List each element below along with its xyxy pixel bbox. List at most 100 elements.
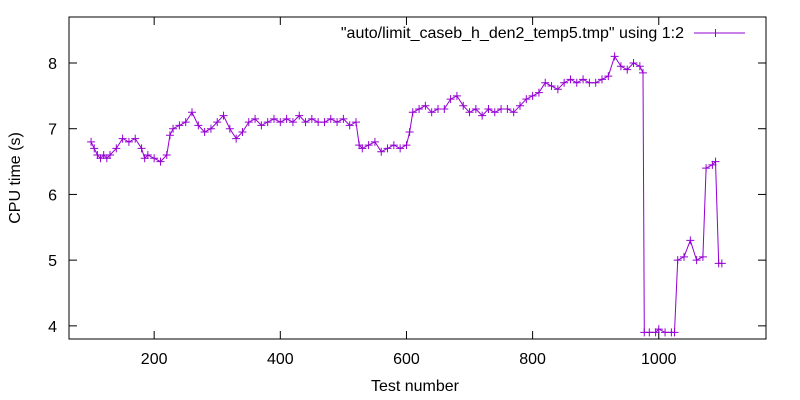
y-axis: 4 5 6 7 8 bbox=[48, 56, 766, 336]
data-point-marker bbox=[522, 95, 531, 104]
data-point-marker bbox=[702, 164, 711, 173]
data-point-marker bbox=[402, 141, 411, 150]
y-tick-label: 5 bbox=[48, 253, 57, 270]
data-point-marker bbox=[396, 144, 405, 153]
data-point-marker bbox=[175, 121, 184, 130]
data-point-marker bbox=[301, 118, 310, 127]
x-tick-label: 800 bbox=[519, 351, 546, 368]
data-point-marker bbox=[717, 259, 726, 268]
data-point-marker bbox=[326, 114, 335, 123]
data-point-marker bbox=[188, 108, 196, 117]
data-point-marker bbox=[566, 75, 575, 84]
series-layer bbox=[87, 52, 726, 337]
data-point-marker bbox=[572, 78, 581, 87]
data-point-marker bbox=[282, 114, 291, 123]
data-point-marker bbox=[238, 128, 247, 136]
data-point-marker bbox=[200, 128, 209, 136]
data-point-marker bbox=[465, 108, 474, 117]
x-tick-label: 600 bbox=[393, 351, 420, 368]
data-point-marker bbox=[528, 91, 537, 100]
data-point-marker bbox=[90, 144, 99, 153]
data-point-marker bbox=[389, 141, 398, 150]
data-point-marker bbox=[534, 88, 543, 97]
x-tick-label: 400 bbox=[267, 351, 294, 368]
data-point-marker bbox=[339, 114, 348, 123]
data-point-marker bbox=[194, 121, 203, 130]
data-point-marker bbox=[692, 256, 701, 265]
data-point-marker bbox=[415, 105, 424, 113]
y-tick-label: 7 bbox=[48, 122, 57, 139]
data-point-marker bbox=[698, 252, 707, 261]
data-point-marker bbox=[137, 144, 146, 153]
data-point-marker bbox=[639, 68, 647, 77]
data-point-marker bbox=[270, 114, 278, 123]
data-point-marker bbox=[484, 105, 493, 113]
data-point-marker bbox=[320, 118, 329, 127]
data-point-marker bbox=[169, 124, 178, 133]
series-line bbox=[90, 55, 722, 333]
x-axis: 200 400 600 800 1000 bbox=[141, 17, 677, 368]
data-point-marker bbox=[670, 328, 679, 337]
data-point-marker bbox=[405, 128, 414, 136]
data-point-marker bbox=[162, 151, 171, 159]
data-point-marker bbox=[452, 91, 461, 100]
legend-label: "auto/limit_caseb_h_den2_temp5.tmp" usin… bbox=[341, 25, 684, 42]
data-point-marker bbox=[106, 151, 114, 159]
data-point-marker bbox=[112, 144, 121, 153]
data-point-marker bbox=[421, 101, 430, 110]
data-point-marker bbox=[604, 72, 613, 81]
data-point-marker bbox=[307, 114, 316, 123]
data-point-marker bbox=[206, 124, 215, 133]
legend: "auto/limit_caseb_h_den2_temp5.tmp" usin… bbox=[341, 25, 745, 42]
data-point-marker bbox=[711, 157, 720, 166]
data-point-marker bbox=[295, 111, 304, 120]
data-point-marker bbox=[503, 105, 512, 113]
data-point-marker bbox=[408, 108, 417, 117]
data-point-marker bbox=[654, 325, 663, 334]
data-point-marker bbox=[257, 121, 266, 130]
data-point-marker bbox=[352, 118, 360, 127]
data-point-marker bbox=[440, 105, 449, 113]
data-point-marker bbox=[118, 134, 127, 143]
data-point-marker bbox=[131, 134, 140, 143]
data-point-marker bbox=[244, 118, 253, 127]
data-point-marker bbox=[541, 78, 550, 87]
x-tick-label: 1000 bbox=[641, 351, 677, 368]
data-point-marker bbox=[181, 118, 190, 127]
data-point-marker bbox=[276, 118, 285, 127]
data-point-marker bbox=[680, 252, 688, 261]
data-point-marker bbox=[635, 62, 644, 71]
data-point-marker bbox=[358, 144, 367, 153]
data-point-marker bbox=[673, 256, 682, 265]
data-point-marker bbox=[560, 78, 569, 87]
y-tick-label: 6 bbox=[48, 187, 57, 204]
data-point-marker bbox=[478, 111, 487, 120]
data-point-marker bbox=[124, 137, 133, 146]
data-point-marker bbox=[623, 65, 632, 74]
data-point-marker bbox=[547, 82, 556, 90]
data-point-marker bbox=[364, 141, 373, 150]
data-point-marker bbox=[87, 137, 96, 146]
data-point-marker bbox=[377, 147, 386, 156]
data-point-marker bbox=[686, 236, 695, 245]
x-tick-label: 200 bbox=[141, 351, 168, 368]
data-point-marker bbox=[516, 101, 524, 110]
data-point-marker bbox=[263, 118, 272, 127]
y-tick-label: 4 bbox=[48, 319, 57, 336]
data-point-marker bbox=[165, 131, 174, 140]
data-point-marker bbox=[150, 154, 159, 163]
data-point-marker bbox=[219, 111, 228, 120]
data-point-marker bbox=[383, 144, 392, 153]
data-point-marker bbox=[553, 85, 562, 94]
data-point-marker bbox=[490, 108, 499, 117]
data-point-marker bbox=[232, 134, 241, 143]
data-point-marker bbox=[629, 59, 638, 67]
data-point-marker bbox=[591, 78, 600, 87]
x-axis-label: Test number bbox=[371, 378, 460, 395]
plot-frame bbox=[68, 16, 767, 340]
y-tick-label: 8 bbox=[48, 56, 57, 73]
y-axis-label: CPU time (s) bbox=[7, 132, 24, 224]
data-point-marker bbox=[598, 75, 606, 84]
data-point-marker bbox=[579, 75, 588, 84]
